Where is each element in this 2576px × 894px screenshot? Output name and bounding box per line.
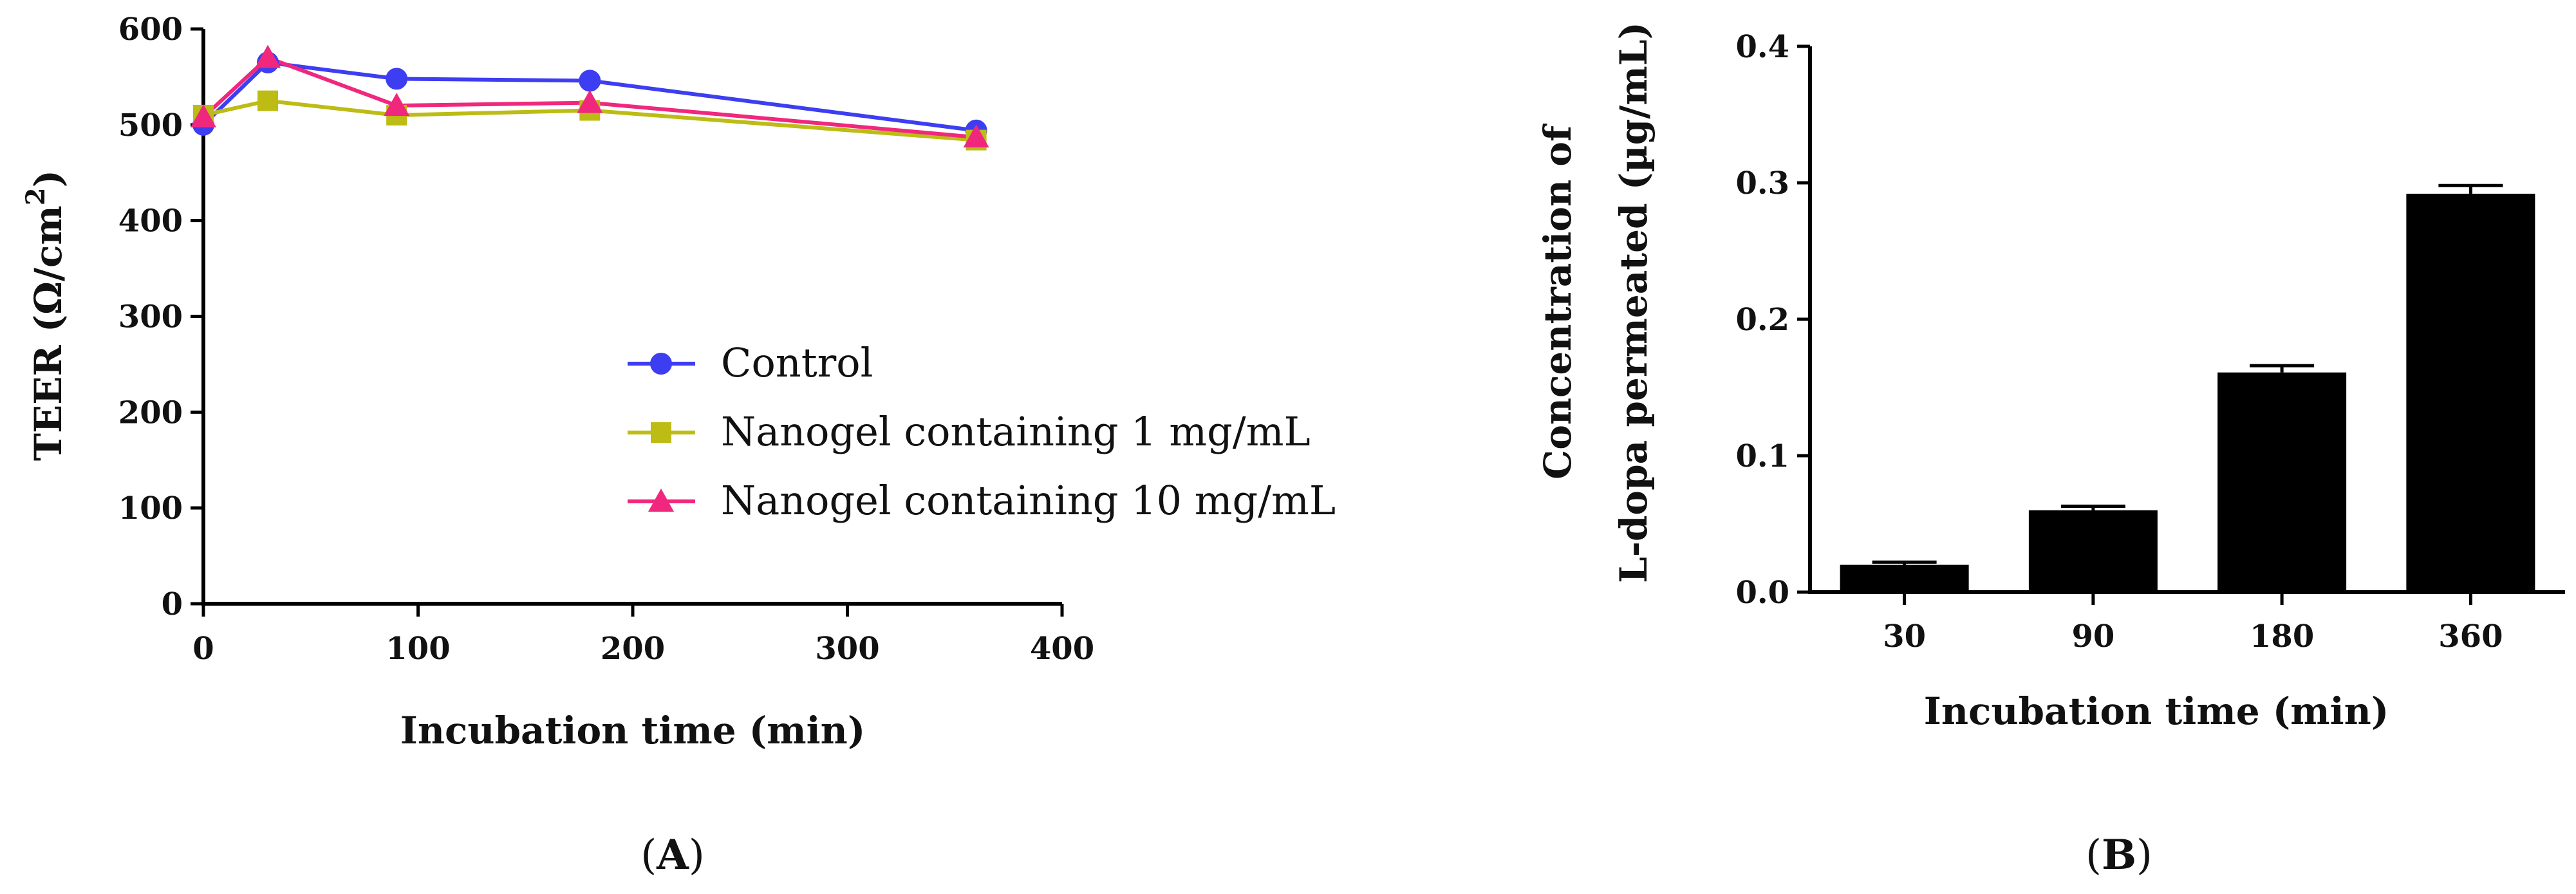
chart-a-x-tick-label: 300 — [815, 631, 879, 667]
chart-b-y-ticks: 0.0 0.1 0.2 0.3 0.4 — [1735, 29, 1810, 611]
panel-label-a: (A) — [640, 831, 705, 879]
chart-a-x-ticks: 0 100 200 300 400 — [192, 604, 1094, 667]
chart-b-bars — [1840, 183, 2535, 593]
chart-b-x-tick-label: 180 — [2250, 619, 2314, 655]
chart-a-data-point — [386, 68, 408, 90]
panel-label-b: (B) — [2086, 831, 2152, 879]
chart-a-y-tick-label: 500 — [118, 107, 183, 144]
chart-a-data-point — [257, 90, 279, 111]
chart-a-legend-marker — [648, 489, 674, 512]
chart-b-y-tick-label: 0.2 — [1735, 302, 1789, 338]
chart-b-x-tick-label: 90 — [2071, 619, 2114, 655]
chart-a-y-tick-label: 600 — [118, 12, 183, 48]
chart-a-data-point — [577, 89, 603, 113]
chart-a-data-point — [191, 104, 216, 127]
chart-a-x-tick-label: 400 — [1030, 631, 1094, 667]
chart-a-legend-label: Nanogel containing 10 mg/mL — [721, 477, 1336, 524]
chart-b-x-tick-label: 30 — [1883, 619, 1926, 655]
chart-a-y-tick-label: 300 — [118, 299, 183, 335]
chart-a-x-tick-label: 100 — [386, 631, 450, 667]
chart-a-y-tick-label: 200 — [118, 395, 183, 431]
chart-a-legend-marker — [650, 353, 672, 375]
chart-a-y-ticks: 0 100 200 300 400 500 600 — [118, 12, 203, 622]
chart-b-y-tick-label: 0.3 — [1735, 165, 1789, 201]
chart-a-y-tick-label: 100 — [118, 490, 183, 526]
chart-a-y-tick-label: 0 — [162, 586, 183, 622]
chart-b-y-axis-label-line2: L-dopa permeated (µg/mL) — [1612, 22, 1656, 583]
chart-b-y-tick-label: 0.1 — [1735, 438, 1789, 474]
chart-a-x-axis-label: Incubation time (min) — [400, 709, 866, 752]
chart-b-bar — [2406, 193, 2535, 593]
chart-a-y-tick-label: 400 — [118, 203, 183, 239]
chart-a-legend-label: Control — [721, 339, 873, 386]
chart-b-x-ticks: 30 90 180 360 — [1883, 592, 2503, 655]
chart-a-data-point — [963, 124, 989, 148]
chart-b-bar — [2217, 372, 2347, 592]
chart-a-x-tick-label: 0 — [192, 631, 214, 667]
chart-a-data-point — [579, 70, 601, 92]
chart-a: 0 100 200 300 400 500 600 0 100 200 300 400 Incuba… — [21, 12, 1336, 752]
chart-a-data-point — [255, 44, 281, 68]
chart-a-y-axis-label: TEER (Ω/cm2) — [21, 170, 70, 461]
chart-b-bar — [2028, 510, 2158, 592]
chart-b: 0.0 0.1 0.2 0.3 0.4 30 90 180 360 Incubation ti… — [1536, 22, 2565, 733]
chart-a-data-point — [384, 93, 410, 116]
chart-a-legend-label: Nanogel containing 1 mg/mL — [721, 408, 1311, 455]
chart-b-y-axis-label-line1: Concentration of — [1536, 123, 1580, 480]
chart-a-legend-marker — [651, 422, 671, 443]
chart-b-x-tick-label: 360 — [2438, 619, 2503, 655]
chart-a-x-tick-label: 200 — [601, 631, 665, 667]
chart-b-y-tick-label: 0.0 — [1735, 575, 1789, 611]
chart-a-series — [191, 44, 989, 151]
chart-b-y-tick-label: 0.4 — [1735, 29, 1789, 65]
chart-b-x-axis-label: Incubation time (min) — [1924, 689, 2389, 733]
chart-a-legend: Control Nanogel containing 1 mg/mL Nanogel… — [628, 339, 1336, 524]
chart-b-bar — [1840, 564, 1969, 592]
